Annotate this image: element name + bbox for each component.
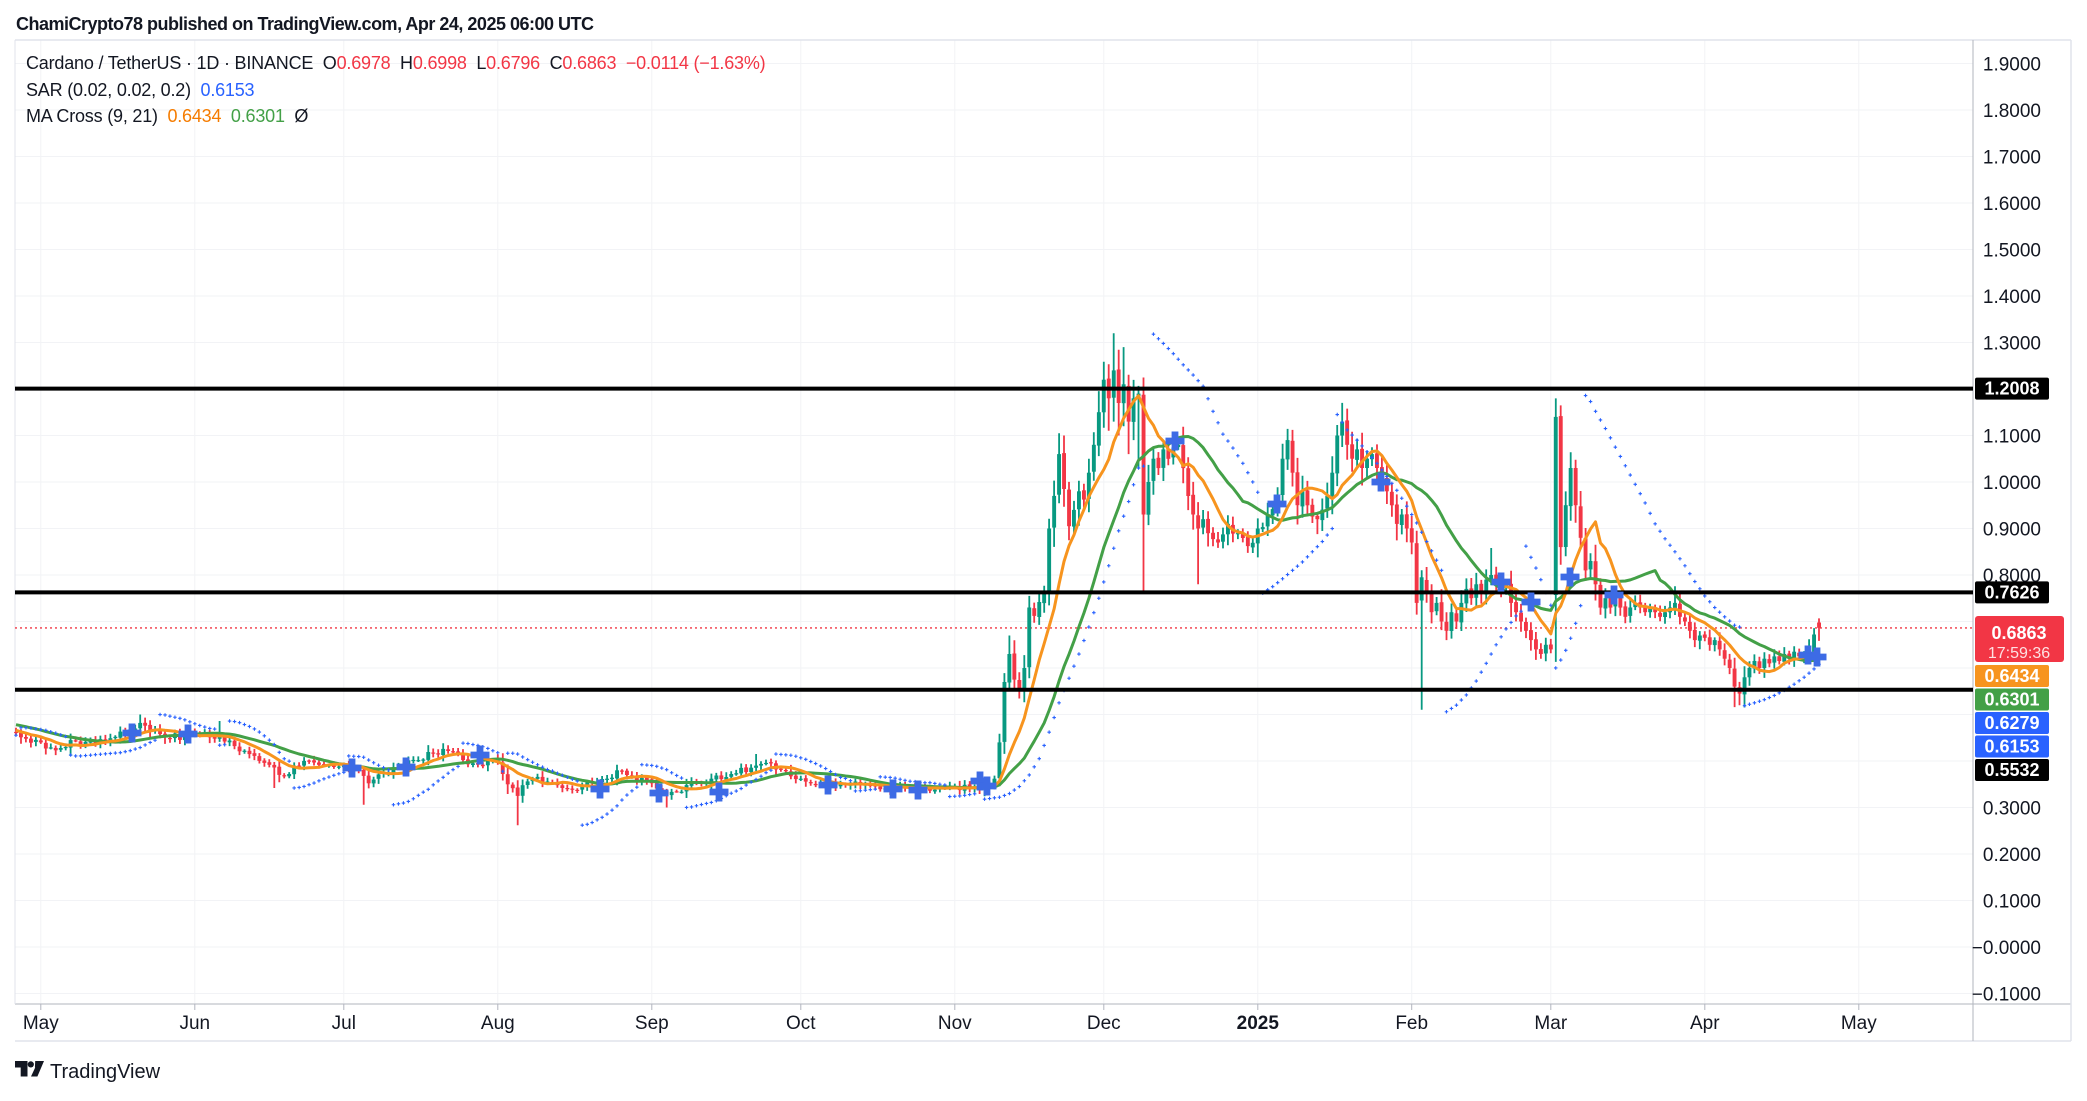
svg-text:1.6000: 1.6000 xyxy=(1983,194,2041,215)
svg-text:Cardano / TetherUS · 1D · BINA: Cardano / TetherUS · 1D · BINANCE O0.697… xyxy=(26,53,765,73)
svg-text:1.0000: 1.0000 xyxy=(1983,473,2041,494)
svg-text:Aug: Aug xyxy=(481,1013,515,1034)
svg-text:0.3000: 0.3000 xyxy=(1983,799,2041,820)
svg-text:0.6434: 0.6434 xyxy=(1984,666,2039,686)
svg-text:−0.1000: −0.1000 xyxy=(1972,985,2041,1006)
svg-text:TradingView: TradingView xyxy=(50,1061,161,1083)
svg-text:17:59:36: 17:59:36 xyxy=(1988,645,2050,662)
svg-text:0.7626: 0.7626 xyxy=(1984,582,2039,602)
svg-text:1.2008: 1.2008 xyxy=(1984,379,2039,399)
svg-text:SAR (0.02, 0.02, 0.2) 0.6153: SAR (0.02, 0.02, 0.2) 0.6153 xyxy=(26,80,255,100)
svg-text:0.6153: 0.6153 xyxy=(1984,737,2039,757)
svg-text:0.2000: 0.2000 xyxy=(1983,845,2041,866)
svg-text:1.1000: 1.1000 xyxy=(1983,427,2041,448)
svg-text:Nov: Nov xyxy=(938,1013,972,1034)
svg-text:Oct: Oct xyxy=(786,1013,816,1034)
svg-text:May: May xyxy=(23,1013,59,1034)
svg-text:MA Cross (9, 21) 0.6434 0.63: MA Cross (9, 21) 0.6434 0.6301 Ø xyxy=(26,106,308,126)
svg-text:0.6279: 0.6279 xyxy=(1984,713,2039,733)
svg-text:Dec: Dec xyxy=(1087,1013,1121,1034)
svg-text:0.6863: 0.6863 xyxy=(1991,623,2046,643)
svg-text:ChamiCrypto78 published on Tra: ChamiCrypto78 published on TradingView.c… xyxy=(16,14,594,34)
svg-text:0.1000: 0.1000 xyxy=(1983,892,2041,913)
svg-text:0.6301: 0.6301 xyxy=(1984,690,2039,710)
svg-text:1.8000: 1.8000 xyxy=(1983,101,2041,122)
svg-text:1.5000: 1.5000 xyxy=(1983,241,2041,262)
svg-text:Jun: Jun xyxy=(179,1013,210,1034)
svg-text:Apr: Apr xyxy=(1690,1013,1720,1034)
svg-text:1.3000: 1.3000 xyxy=(1983,334,2041,355)
svg-text:1.4000: 1.4000 xyxy=(1983,287,2041,308)
svg-text:Feb: Feb xyxy=(1395,1013,1428,1034)
svg-text:0.9000: 0.9000 xyxy=(1983,520,2041,541)
svg-text:1.7000: 1.7000 xyxy=(1983,148,2041,169)
svg-text:Mar: Mar xyxy=(1534,1013,1567,1034)
svg-text:0.5532: 0.5532 xyxy=(1984,760,2039,780)
svg-text:May: May xyxy=(1841,1013,1877,1034)
svg-text:−0.0000: −0.0000 xyxy=(1972,938,2041,959)
svg-text:2025: 2025 xyxy=(1237,1013,1280,1034)
svg-text:1.9000: 1.9000 xyxy=(1983,55,2041,76)
svg-text:Jul: Jul xyxy=(332,1013,356,1034)
svg-text:Sep: Sep xyxy=(635,1013,669,1034)
